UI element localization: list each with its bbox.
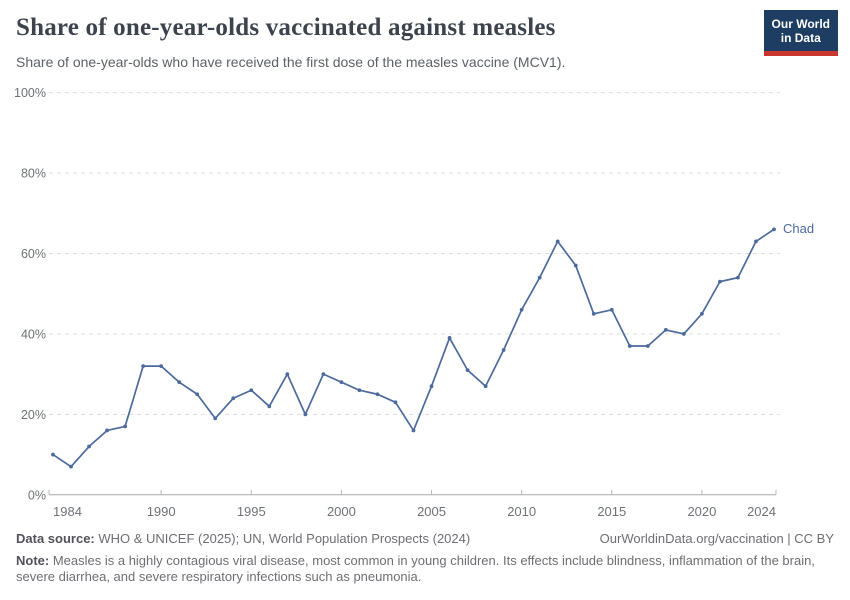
data-point[interactable] [627, 344, 632, 348]
owid-logo: Our World in Data [763, 10, 838, 56]
data-point[interactable] [718, 279, 722, 284]
x-tick-label: 2015 [597, 504, 626, 519]
data-point[interactable] [645, 344, 650, 348]
data-point[interactable] [249, 388, 254, 393]
page-title: Share of one-year-olds vaccinated agains… [16, 14, 556, 41]
note-text: Measles is a highly contagious viral dis… [16, 553, 815, 584]
data-source-label: Data source: [16, 531, 95, 546]
data-source-text: Data source: WHO & UNICEF (2025); UN, Wo… [16, 531, 470, 546]
data-point[interactable] [591, 311, 596, 316]
x-tick-label: 2020 [687, 504, 716, 519]
x-tick-label: 2010 [507, 504, 536, 519]
footer-note-row: Note: Measles is a highly contagious vir… [16, 553, 822, 584]
data-point[interactable] [375, 392, 380, 397]
x-tick-label: 1990 [147, 504, 176, 519]
data-point[interactable] [231, 396, 236, 401]
data-point[interactable] [555, 239, 560, 244]
y-tick-label: 60% [21, 247, 46, 261]
data-point[interactable] [772, 227, 776, 232]
owid-logo-line2: in Data [780, 31, 821, 45]
data-point[interactable] [321, 372, 326, 377]
data-point[interactable] [177, 380, 182, 385]
data-point[interactable] [429, 384, 434, 389]
data-point[interactable] [105, 428, 109, 433]
data-point[interactable] [501, 348, 506, 352]
x-tick-label: 2024 [747, 504, 776, 519]
data-point[interactable] [609, 307, 614, 312]
data-point[interactable] [123, 424, 127, 429]
data-point[interactable] [411, 428, 416, 433]
data-point[interactable] [357, 388, 362, 393]
data-point[interactable] [339, 380, 344, 385]
data-point[interactable] [681, 332, 686, 336]
data-point[interactable] [483, 384, 488, 389]
data-point[interactable] [159, 364, 164, 368]
data-point[interactable] [663, 327, 668, 332]
data-point[interactable] [519, 307, 524, 312]
entity-label[interactable]: Chad [783, 221, 815, 236]
y-tick-label: 80% [21, 167, 46, 181]
x-tick-label: 2005 [417, 504, 446, 519]
data-source-value: WHO & UNICEF (2025); UN, World Populatio… [94, 531, 471, 546]
y-tick-label: 0% [28, 488, 46, 502]
owid-logo-line1: Our World [771, 17, 830, 31]
data-point[interactable] [393, 400, 398, 405]
data-point[interactable] [195, 392, 200, 397]
data-point[interactable] [141, 364, 146, 368]
data-point[interactable] [754, 239, 758, 244]
data-point[interactable] [700, 311, 704, 316]
data-point[interactable] [465, 368, 470, 373]
data-point[interactable] [87, 444, 91, 449]
data-point[interactable] [573, 263, 578, 268]
y-tick-label: 40% [21, 327, 46, 341]
data-point[interactable] [303, 412, 308, 417]
data-point[interactable] [537, 275, 542, 280]
x-tick-label: 2000 [327, 504, 356, 519]
footer-source-row: Data source: WHO & UNICEF (2025); UN, Wo… [16, 531, 834, 546]
data-point[interactable] [69, 464, 73, 469]
data-point[interactable] [213, 416, 218, 421]
data-point[interactable] [51, 452, 55, 457]
data-point[interactable] [736, 275, 740, 280]
data-point[interactable] [447, 336, 452, 340]
data-point[interactable] [285, 372, 290, 377]
y-tick-label: 20% [21, 408, 46, 422]
x-tick-label: 1984 [53, 504, 82, 519]
y-tick-label: 100% [14, 86, 46, 100]
footer-link[interactable]: OurWorldinData.org/vaccination | CC BY [599, 531, 834, 546]
data-point[interactable] [267, 404, 272, 409]
note-label: Note: [16, 553, 50, 568]
x-tick-label: 1995 [237, 504, 266, 519]
page-subtitle: Share of one-year-olds who have received… [16, 54, 566, 70]
